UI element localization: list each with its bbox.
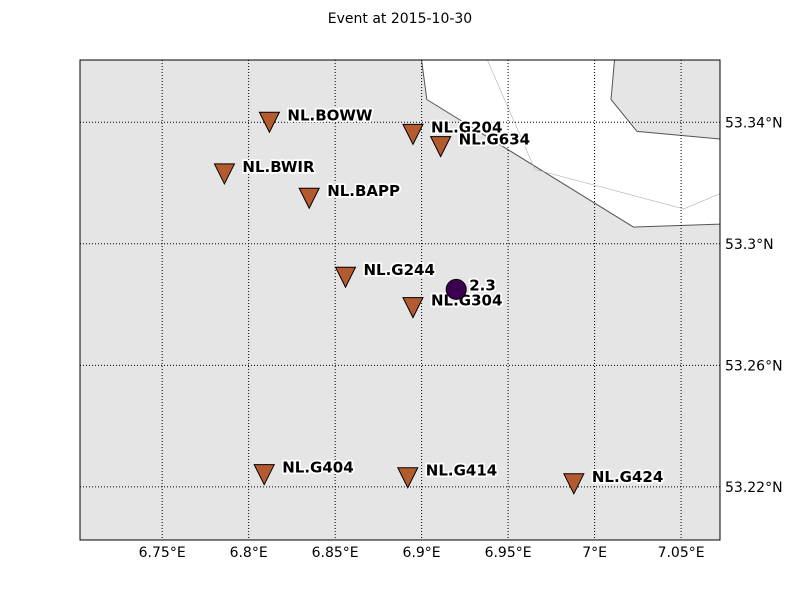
station-label: NL.G414 bbox=[426, 462, 497, 480]
station: NL.BWIR bbox=[213, 156, 317, 186]
station-label: NL.BAPP bbox=[327, 182, 400, 200]
station-label: NL.G204 bbox=[431, 118, 502, 136]
station-label: NL.BWIR bbox=[242, 158, 315, 176]
station: NL.G204 bbox=[402, 117, 504, 146]
x-tick-label: 7.05°E bbox=[658, 545, 705, 561]
station-triangle-icon bbox=[402, 123, 424, 146]
event-circle-icon bbox=[445, 278, 467, 300]
station-label: NL.G424 bbox=[592, 468, 663, 486]
station: NL.BAPP bbox=[298, 180, 402, 210]
station: NL.G404 bbox=[253, 457, 355, 486]
x-tick-label: 6.75°E bbox=[139, 545, 186, 561]
station-triangle-icon bbox=[253, 464, 276, 486]
y-tick-label: 53.3°N bbox=[725, 237, 774, 253]
coastline bbox=[421, 60, 720, 228]
station-triangle-icon bbox=[429, 136, 452, 158]
station-triangle-icon bbox=[258, 111, 281, 134]
y-tick-label: 53.26°N bbox=[725, 358, 783, 374]
station-triangle-icon bbox=[213, 163, 236, 186]
coastline-layer bbox=[421, 60, 720, 228]
x-tick-label: 6.9°E bbox=[403, 545, 441, 561]
axis-tick-labels: 6.75°E 6.8°E 6.85°E 6.9°E 6.95°E 7°E 7.05°E 53.… bbox=[139, 115, 783, 561]
x-tick-label: 6.8°E bbox=[230, 545, 268, 561]
station-triangle-icon bbox=[298, 187, 320, 210]
station-triangle-icon bbox=[334, 266, 357, 289]
event-magnitude-label: 2.3 bbox=[469, 276, 496, 294]
station-label: NL.BOWW bbox=[287, 106, 373, 124]
island-area bbox=[611, 60, 720, 139]
station: NL.BOWW bbox=[258, 105, 375, 134]
station: NL.G244 bbox=[334, 259, 437, 289]
y-tick-label: 53.22°N bbox=[725, 480, 783, 496]
station-triangle-icon bbox=[396, 467, 419, 489]
station-label: NL.G404 bbox=[282, 459, 353, 477]
station: NL.G634 bbox=[429, 129, 532, 158]
station-label: NL.G634 bbox=[459, 131, 530, 149]
map-frame bbox=[79, 59, 721, 541]
station-triangle-icon bbox=[563, 473, 585, 495]
station-triangle-icon bbox=[402, 297, 424, 319]
station: NL.G414 bbox=[396, 460, 499, 489]
x-tick-label: 7°E bbox=[582, 545, 607, 561]
map-title: Event at 2015-10-30 bbox=[328, 11, 472, 27]
x-tick-label: 6.95°E bbox=[485, 545, 532, 561]
station: NL.G424 bbox=[563, 466, 665, 495]
island-coastline bbox=[610, 60, 720, 140]
channel-line bbox=[487, 60, 720, 210]
station-label: NL.G244 bbox=[364, 261, 435, 279]
event-marker: 2.3 bbox=[445, 275, 498, 300]
x-tick-label: 6.85°E bbox=[312, 545, 359, 561]
y-tick-label: 53.34°N bbox=[725, 115, 783, 131]
